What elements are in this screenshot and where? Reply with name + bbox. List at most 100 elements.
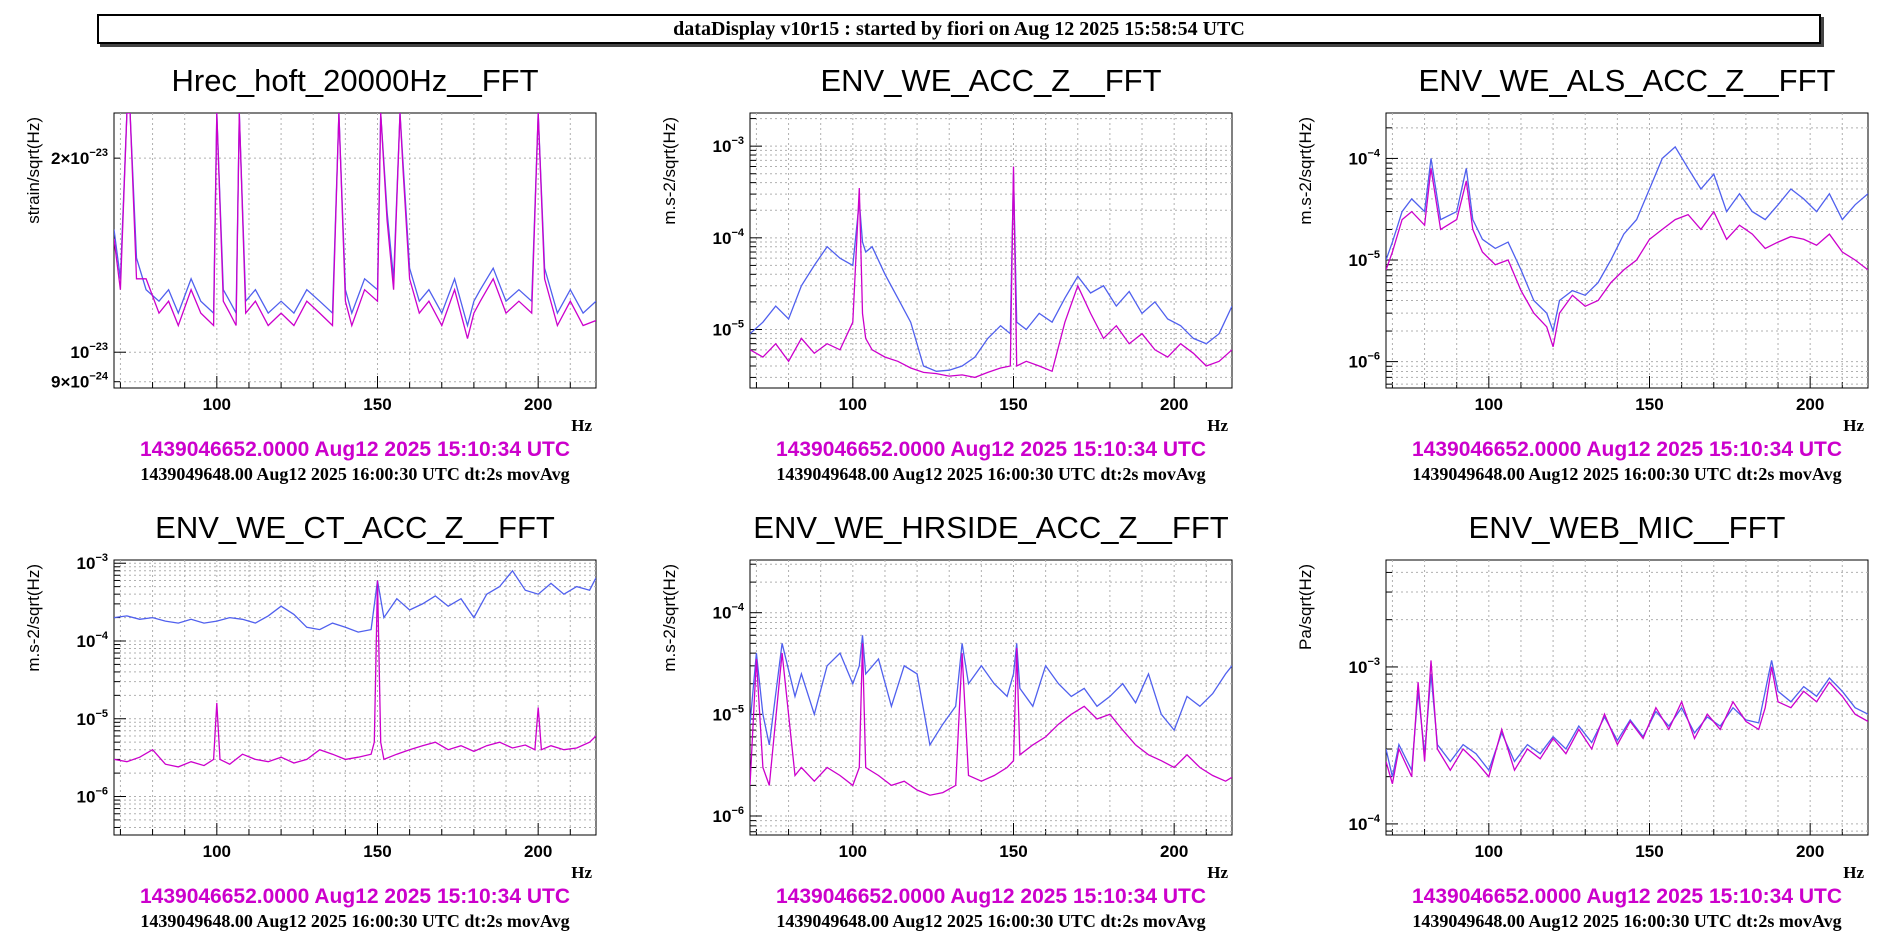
series-line-reference	[114, 580, 596, 768]
x-axis-label: Hz	[1843, 416, 1864, 435]
y-tick-label: 10−5	[713, 703, 744, 724]
y-tick-exponent: −4	[731, 602, 744, 614]
chart-title: ENV_WE_HRSIDE_ACC_Z__FFT	[753, 510, 1229, 545]
x-axis-label: Hz	[1843, 863, 1864, 882]
y-tick-label: 10−3	[713, 135, 744, 156]
series-line-reference	[750, 643, 1232, 796]
series-line-reference	[114, 113, 596, 339]
current-timestamp: 1439049648.00 Aug12 2025 16:00:30 UTC dt…	[140, 464, 569, 484]
chart-title: ENV_WE_ACC_Z__FFT	[820, 63, 1161, 98]
plot-frame	[113, 112, 597, 389]
series-line-reference	[750, 166, 1232, 379]
y-tick-exponent: −4	[95, 630, 108, 642]
y-tick-exponent: −3	[95, 552, 108, 564]
x-tick-label: 100	[203, 842, 231, 861]
y-tick-mantissa: 10	[77, 632, 96, 651]
y-tick-mantissa: 10	[77, 788, 96, 807]
y-axis-label: m.s-2/sqrt(Hz)	[1296, 117, 1315, 225]
y-tick-label: 10−6	[1349, 351, 1380, 372]
y-tick-exponent: −3	[1367, 656, 1380, 668]
y-tick-label: 10−4	[713, 602, 745, 623]
plot-frame	[1385, 112, 1869, 389]
chart-title: ENV_WE_ALS_ACC_Z__FFT	[1419, 63, 1836, 98]
x-tick-label: 200	[1796, 395, 1824, 414]
y-tick-label: 10−3	[1349, 656, 1380, 677]
y-tick-exponent: −4	[1367, 813, 1380, 825]
y-tick-mantissa: 10	[713, 604, 732, 623]
x-tick-label: 200	[1796, 842, 1824, 861]
series-line-reference	[1386, 660, 1868, 784]
current-timestamp: 1439049648.00 Aug12 2025 16:00:30 UTC dt…	[776, 464, 1205, 484]
y-tick-label: 10−5	[1349, 249, 1380, 270]
x-tick-label: 100	[839, 395, 867, 414]
y-tick-mantissa: 10	[1349, 815, 1368, 834]
y-tick-exponent: −5	[95, 708, 108, 720]
window-title-bar: dataDisplay v10r15 : started by fiori on…	[97, 14, 1821, 44]
current-timestamp: 1439049648.00 Aug12 2025 16:00:30 UTC dt…	[140, 911, 569, 931]
y-tick-exponent: −4	[731, 227, 744, 239]
series-line-current	[1386, 145, 1868, 334]
x-tick-label: 150	[999, 395, 1027, 414]
y-tick-mantissa: 10	[713, 137, 732, 156]
y-tick-mantissa: 10	[1349, 251, 1368, 270]
x-tick-label: 100	[1475, 842, 1503, 861]
reference-timestamp: 1439046652.0000 Aug12 2025 15:10:34 UTC	[776, 438, 1206, 461]
y-tick-mantissa: 10	[70, 343, 89, 362]
reference-timestamp: 1439046652.0000 Aug12 2025 15:10:34 UTC	[776, 885, 1206, 908]
y-tick-mantissa: 10	[1349, 658, 1368, 677]
y-tick-exponent: −23	[89, 147, 108, 159]
series-line-current	[750, 173, 1232, 372]
current-timestamp: 1439049648.00 Aug12 2025 16:00:30 UTC dt…	[1412, 464, 1841, 484]
y-tick-label: 10−4	[77, 630, 109, 651]
current-timestamp: 1439049648.00 Aug12 2025 16:00:30 UTC dt…	[1412, 911, 1841, 931]
plot-frame	[749, 559, 1233, 836]
y-tick-exponent: −24	[89, 371, 109, 383]
y-tick-exponent: −6	[1367, 351, 1380, 363]
series-line-reference	[1386, 168, 1868, 347]
y-tick-mantissa: 10	[1349, 353, 1368, 372]
plot-frame	[749, 112, 1233, 389]
y-tick-exponent: −5	[731, 318, 744, 330]
y-tick-exponent: −6	[95, 786, 108, 798]
x-tick-label: 150	[363, 395, 391, 414]
y-tick-mantissa: 10	[77, 554, 96, 573]
y-tick-label: 10−4	[1349, 813, 1381, 834]
x-tick-label: 200	[1160, 395, 1188, 414]
y-tick-mantissa: 10	[77, 710, 96, 729]
y-tick-mantissa: 10	[713, 807, 732, 826]
x-tick-label: 200	[524, 395, 552, 414]
reference-timestamp: 1439046652.0000 Aug12 2025 15:10:34 UTC	[140, 885, 570, 908]
series-line-current	[114, 569, 596, 633]
plot-frame	[113, 559, 597, 836]
y-tick-label: 10−4	[1349, 147, 1381, 168]
y-tick-exponent: −23	[89, 341, 108, 353]
y-tick-label: 9×10−24	[51, 371, 109, 392]
y-tick-label: 10−6	[77, 786, 108, 807]
x-tick-label: 200	[524, 842, 552, 861]
y-tick-label: 10−3	[77, 552, 108, 573]
y-axis-label: strain/sqrt(Hz)	[24, 117, 43, 224]
chart-title: ENV_WEB_MIC__FFT	[1469, 510, 1786, 545]
y-tick-exponent: −5	[731, 703, 744, 715]
x-axis-label: Hz	[571, 863, 592, 882]
y-tick-exponent: −4	[1367, 147, 1380, 159]
x-tick-label: 100	[1475, 395, 1503, 414]
y-tick-mantissa: 2×10	[51, 149, 89, 168]
y-tick-exponent: −5	[1367, 249, 1380, 261]
current-timestamp: 1439049648.00 Aug12 2025 16:00:30 UTC dt…	[776, 911, 1205, 931]
y-tick-label: 10−5	[77, 708, 108, 729]
x-axis-label: Hz	[1207, 863, 1228, 882]
y-tick-label: 2×10−23	[51, 147, 108, 168]
x-axis-label: Hz	[571, 416, 592, 435]
window-title: dataDisplay v10r15 : started by fiori on…	[673, 17, 1245, 40]
y-tick-label: 10−6	[713, 805, 744, 826]
x-tick-label: 150	[1635, 395, 1663, 414]
x-tick-label: 200	[1160, 842, 1188, 861]
y-axis-label: m.s-2/sqrt(Hz)	[24, 564, 43, 672]
x-tick-label: 100	[839, 842, 867, 861]
y-tick-exponent: −3	[731, 135, 744, 147]
y-tick-label: 10−5	[713, 318, 744, 339]
x-tick-label: 150	[999, 842, 1027, 861]
